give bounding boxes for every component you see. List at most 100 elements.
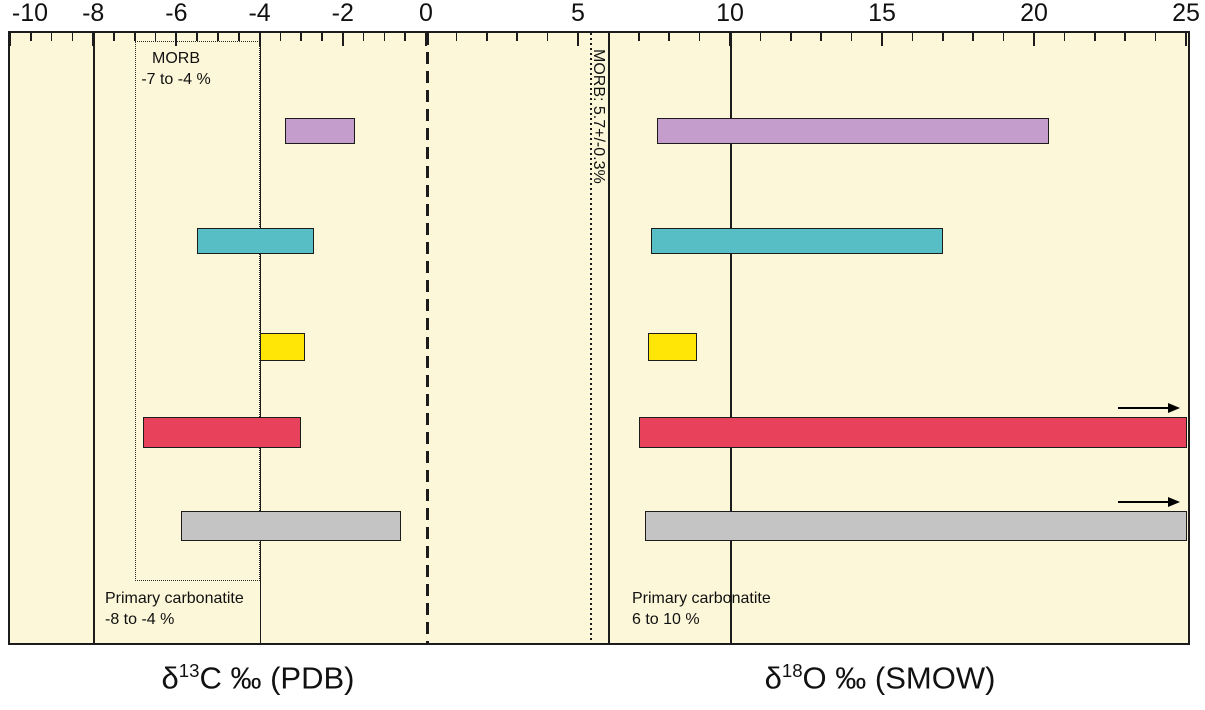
morb-carbon-range-box — [134, 41, 260, 581]
minor-tick — [698, 33, 701, 41]
oxygen-range-bar-gray — [644, 511, 1187, 541]
minor-tick — [942, 33, 944, 41]
arrow-shaft — [1118, 501, 1168, 503]
reference-line-solid — [730, 33, 732, 643]
major-tick — [1033, 33, 1035, 46]
primary-carbonatite-oxygen-line1: Primary carbonatite — [632, 590, 771, 607]
primary-carbonatite-oxygen-annotation: Primary carbonatite 6 to 10 % — [632, 589, 771, 631]
minor-tick — [1154, 33, 1157, 41]
reference-line-dotted — [590, 33, 592, 643]
oxygen-axis-title-rest: O ‰ (SMOW) — [802, 660, 996, 696]
axis-tick-label: 5 — [571, 0, 585, 27]
reference-line-dashed — [426, 33, 429, 643]
primary-carbonatite-carbon-line2: -8 to -4 % — [105, 610, 175, 628]
arrow-head — [1168, 403, 1180, 413]
major-tick — [425, 33, 427, 46]
oxygen-range-bar-teal — [650, 228, 943, 254]
axis-tick-label: 20 — [1020, 0, 1048, 27]
minor-tick — [321, 33, 323, 41]
minor-tick — [404, 33, 406, 41]
axis-tick-label: -4 — [248, 0, 271, 27]
minor-tick — [668, 33, 670, 41]
minor-tick — [134, 33, 136, 41]
plot-area: MORB -7 to -4 % MORB: 5.7+/-0.3% Primary… — [8, 31, 1190, 645]
axis-tick-label: 25 — [1172, 0, 1200, 27]
major-tick — [9, 33, 11, 46]
minor-tick — [1063, 33, 1066, 41]
axis-tick-label: -8 — [82, 0, 105, 27]
minor-tick — [154, 33, 157, 41]
carbon-range-bar-gray — [180, 511, 402, 541]
arrow-shaft — [1118, 407, 1168, 409]
major-tick — [341, 33, 344, 46]
carbon-range-bar-teal — [197, 228, 314, 254]
minor-tick — [972, 33, 974, 41]
oxygen-range-bar-yellow — [647, 333, 697, 361]
minor-tick — [1002, 33, 1005, 41]
minor-tick — [50, 33, 53, 41]
minor-tick — [790, 33, 792, 41]
beyond-scale-arrow — [1118, 403, 1180, 413]
arrow-head — [1168, 497, 1180, 507]
minor-tick — [638, 33, 640, 41]
morb-carbon-annotation-line1: MORB — [152, 50, 200, 67]
oxygen-axis-title-superscript: 18 — [781, 660, 803, 681]
minor-tick — [30, 33, 32, 41]
primary-carbonatite-oxygen-line2: 6 to 10 % — [632, 610, 700, 628]
carbon-axis-title-superscript: 13 — [178, 660, 200, 681]
minor-tick — [300, 33, 302, 41]
minor-tick — [196, 33, 198, 41]
minor-tick — [383, 33, 386, 41]
minor-tick — [607, 33, 610, 41]
minor-tick — [362, 33, 365, 41]
minor-tick — [113, 33, 115, 41]
axis-tick-label: 10 — [716, 0, 744, 27]
axis-tick-label: -6 — [165, 0, 188, 27]
major-tick — [729, 33, 731, 46]
minor-tick — [759, 33, 762, 41]
minor-tick — [217, 33, 219, 41]
major-tick — [92, 33, 95, 46]
minor-tick — [850, 33, 853, 41]
carbon-range-bar-yellow — [259, 333, 306, 361]
carbon-axis-title-delta: δ — [161, 660, 179, 696]
oxygen-range-bar-purple — [657, 118, 1050, 144]
morb-oxygen-annotation: MORB: 5.7+/-0.3% — [589, 49, 607, 184]
minor-tick — [546, 33, 549, 41]
minor-tick — [279, 33, 282, 41]
minor-tick — [455, 33, 458, 41]
reference-line-solid — [608, 33, 610, 643]
beyond-scale-arrow — [1118, 497, 1180, 507]
major-tick — [175, 33, 178, 46]
minor-tick — [516, 33, 518, 41]
major-tick — [258, 33, 261, 46]
minor-tick — [486, 33, 488, 41]
major-tick — [577, 33, 579, 46]
major-tick — [1185, 33, 1187, 46]
primary-carbonatite-carbon-line1: Primary carbonatite — [105, 590, 244, 607]
morb-carbon-annotation: MORB -7 to -4 % — [114, 49, 238, 91]
axis-tick-label: 0 — [419, 0, 433, 27]
carbon-axis-title: δ13C ‰ (PDB) — [8, 660, 508, 696]
minor-tick — [1124, 33, 1126, 41]
oxygen-axis-title: δ18O ‰ (SMOW) — [640, 660, 1120, 696]
minor-tick — [238, 33, 240, 41]
axis-tick-label: -2 — [331, 0, 354, 27]
minor-tick — [911, 33, 914, 41]
minor-tick — [1094, 33, 1096, 41]
major-tick — [881, 33, 883, 46]
carbon-range-bar-purple — [284, 118, 356, 144]
oxygen-axis-title-delta: δ — [764, 660, 782, 696]
oxygen-range-bar-red — [638, 417, 1187, 448]
primary-carbonatite-carbon-annotation: Primary carbonatite -8 to -4 % — [105, 589, 244, 631]
carbon-range-bar-red — [143, 417, 302, 448]
top-axis-labels: -10 -8 -6 -4 -2 0 5 10 15 20 25 — [0, 0, 1205, 31]
minor-tick — [820, 33, 822, 41]
minor-tick — [71, 33, 74, 41]
carbon-axis-title-rest: C ‰ (PDB) — [199, 660, 355, 696]
reference-line-solid — [93, 33, 95, 643]
morb-carbon-annotation-line2: -7 to -4 % — [141, 70, 211, 88]
axis-tick-label: -10 — [11, 0, 49, 27]
axis-tick-label: 15 — [868, 0, 896, 27]
